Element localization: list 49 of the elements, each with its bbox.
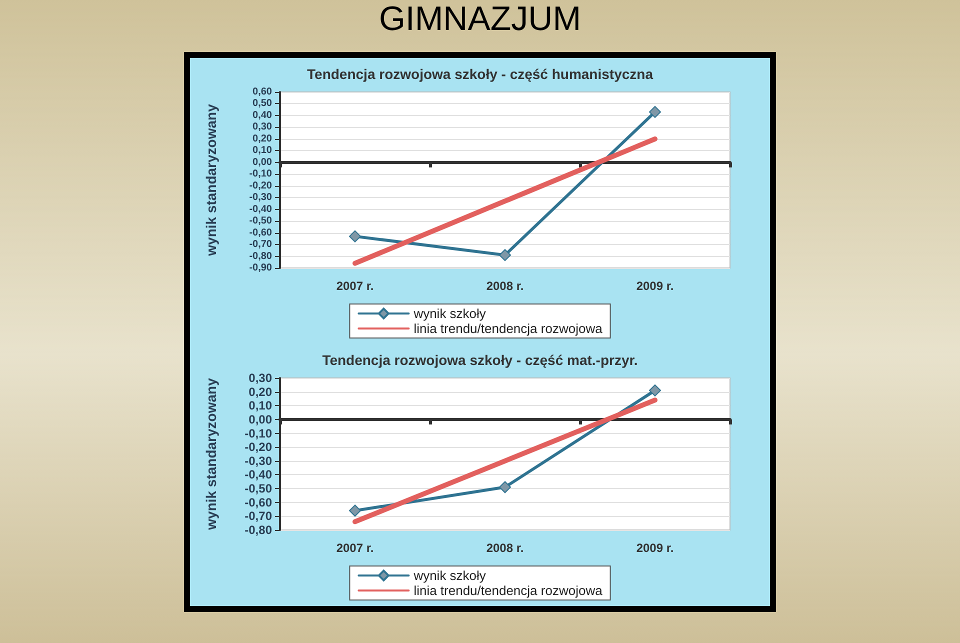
x-tick-label: 2007 r. [336,279,374,293]
y-axis-title: wynik standaryzowany [203,104,219,257]
chart-title: Tendencja rozwojowa szkoły - część mat.-przyr. [322,352,638,368]
y-tick-label: 0,60 [252,86,272,98]
point [349,230,361,242]
y-tick-label: -0,80 [249,250,272,262]
y-tick-label: 0,30 [252,122,272,133]
legend-label: linia trendu/tendencja rozwojowa [414,321,604,336]
y-tick-label: -0,70 [244,509,272,524]
y-tick-label: -0,60 [249,227,272,238]
y-tick-label: 0,10 [248,398,272,413]
y-tick-label: 0,00 [248,412,272,426]
y-tick-label: -0,40 [249,204,272,215]
y-tick-label: -0,90 [249,262,272,274]
legend-label: linia trendu/tendencja rozwojowa [414,583,604,598]
legend-label: wynik szkoły [412,306,486,321]
y-tick-label: 0,10 [252,145,272,156]
x-tick-label: 2009 r. [636,279,674,293]
y-tick-label: -0,60 [244,495,272,510]
legend-label: wynik szkoły [412,568,486,583]
y-tick-label: 0,20 [248,384,272,399]
x-tick-label: 2008 r. [486,279,524,293]
y-tick-label: 0,00 [252,156,272,168]
y-tick-label: -0,30 [244,454,272,468]
point [349,504,361,517]
chart-title: Tendencja rozwojowa szkoły - część humanistyczna [307,66,654,82]
y-tick-label: -0,80 [244,523,272,537]
y-tick-label: -0,10 [249,168,272,180]
y-axis-title: wynik standaryzowany [203,378,219,531]
point [499,481,511,494]
x-tick-label: 2008 r. [486,541,524,555]
text: GIMNAZJUM [378,0,582,38]
y-tick-label: -0,40 [244,468,272,482]
x-tick-label: 2007 r. [336,541,374,555]
y-tick-label: -0,10 [244,426,272,440]
y-tick-label: -0,20 [249,180,272,192]
y-tick-label: -0,70 [249,239,272,250]
y-tick-label: 0,50 [252,98,272,110]
y-tick-label: -0,30 [249,192,272,204]
point [649,384,661,396]
y-tick-label: 0,20 [252,133,272,144]
y-tick-label: -0,20 [244,440,272,454]
x-tick-label: 2009 r. [636,541,674,555]
y-tick-label: 0,30 [248,371,272,385]
point [649,106,661,118]
y-tick-label: -0,50 [249,216,272,227]
y-tick-label: 0,40 [252,110,272,121]
y-tick-label: -0,50 [244,482,272,496]
point [499,249,511,262]
